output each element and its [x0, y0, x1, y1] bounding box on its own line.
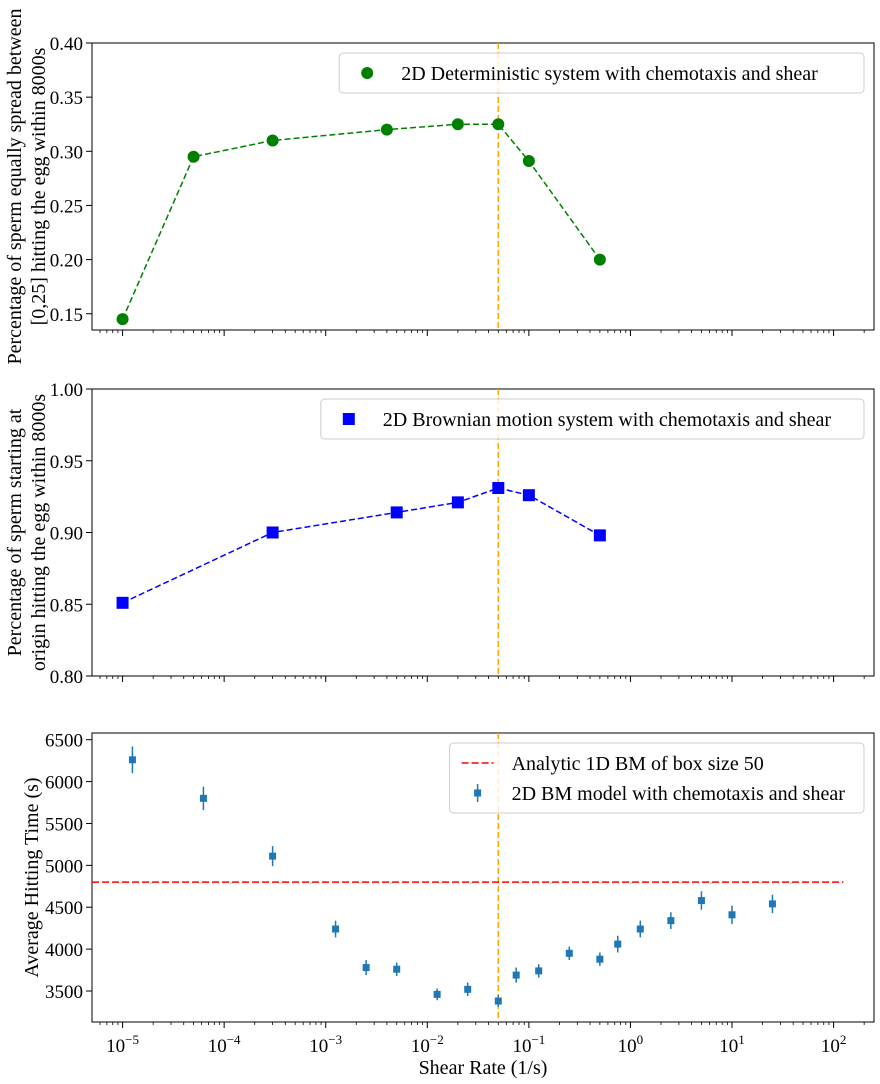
legend-box — [320, 398, 865, 440]
y-tick-label: 0.85 — [50, 595, 83, 616]
data-point — [494, 997, 502, 1005]
data-point — [380, 123, 393, 136]
y-tick-label: 5500 — [45, 814, 83, 835]
legend-box — [449, 742, 865, 814]
x-tick-label: 10−5 — [106, 1032, 139, 1057]
data-point — [362, 964, 370, 972]
data-point — [451, 118, 464, 131]
y-tick-label: 0.80 — [50, 667, 83, 688]
y-tick-label: 0.95 — [50, 452, 83, 473]
legend-marker — [361, 67, 374, 79]
data-point — [697, 897, 705, 905]
data-point — [332, 925, 340, 933]
data-point — [512, 971, 520, 979]
data-point — [492, 118, 505, 131]
data-point — [128, 756, 136, 764]
data-point — [269, 852, 277, 860]
y-tick-label: 0.20 — [50, 251, 83, 272]
y-tick-label: 0.90 — [50, 524, 83, 545]
y-axis-label: Percentage of sperm equally spread betwe… — [4, 9, 50, 365]
legend-label: 2D Deterministic system with chemotaxis … — [401, 63, 818, 85]
legend-label: 2D Brownian motion system with chemotaxi… — [383, 409, 832, 431]
plot-frame — [91, 42, 875, 331]
x-tick-label: 10−4 — [208, 1032, 241, 1057]
data-point — [667, 917, 675, 925]
x-tick-label: 101 — [719, 1032, 745, 1057]
x-axis-label: Shear Rate (1/s) — [419, 1057, 548, 1079]
chart-panel-3: 10−5 10−4 10−3 10−2 10−1 100 101 102 3500 4000 450… — [21, 731, 875, 1079]
series-line — [121, 123, 601, 320]
y-tick-label: 0.15 — [50, 305, 83, 326]
data-point — [636, 925, 644, 933]
y-tick-label: 4500 — [45, 898, 83, 919]
data-point — [565, 949, 573, 957]
data-point — [390, 506, 403, 519]
y-tick-label: 0.30 — [50, 142, 83, 163]
data-point — [266, 134, 279, 147]
legend-label: 2D BM model with chemotaxis and shear — [512, 783, 846, 805]
data-point — [116, 313, 129, 326]
data-point — [596, 955, 604, 963]
y-tick-label: 5000 — [45, 856, 83, 877]
data-point — [266, 526, 279, 539]
legend-label: Analytic 1D BM of box size 50 — [512, 753, 764, 775]
data-point — [187, 150, 200, 163]
data-point — [535, 967, 543, 975]
y-tick-label: 1.00 — [50, 380, 83, 401]
y-tick-label: 6500 — [45, 731, 83, 752]
data-point — [768, 900, 776, 908]
data-point — [522, 489, 535, 502]
data-point — [451, 496, 464, 509]
data-point — [593, 253, 606, 266]
y-tick-label: 6000 — [45, 773, 83, 794]
y-tick-label: 3500 — [45, 982, 83, 1003]
y-tick-label: 0.25 — [50, 196, 83, 217]
series-line — [122, 487, 601, 604]
data-point — [492, 482, 505, 495]
data-point — [614, 940, 622, 948]
data-point — [593, 529, 606, 542]
y-tick-label: 4000 — [45, 940, 83, 961]
legend-marker — [342, 413, 355, 425]
y-tick-label: 0.35 — [50, 88, 83, 109]
y-axis-label: Average Hitting Time (s) — [21, 777, 43, 977]
legend-marker — [474, 789, 482, 797]
data-point — [393, 965, 401, 973]
x-tick-label: 10−2 — [411, 1032, 444, 1057]
data-point — [433, 990, 441, 998]
data-point — [728, 911, 736, 919]
y-tick-label: 0.40 — [50, 34, 83, 55]
x-tick-label: 10−1 — [512, 1032, 545, 1057]
data-point — [464, 985, 472, 993]
y-axis-label: Percentage of sperm starting at origin hi… — [4, 394, 50, 671]
plot-frame — [91, 732, 875, 1023]
data-point — [522, 155, 535, 168]
x-tick-label: 10−3 — [309, 1032, 342, 1057]
legend-box — [338, 52, 865, 94]
data-point — [116, 596, 129, 609]
data-point — [199, 794, 207, 802]
x-tick-label: 100 — [618, 1032, 644, 1057]
x-tick-label: 102 — [821, 1032, 847, 1057]
